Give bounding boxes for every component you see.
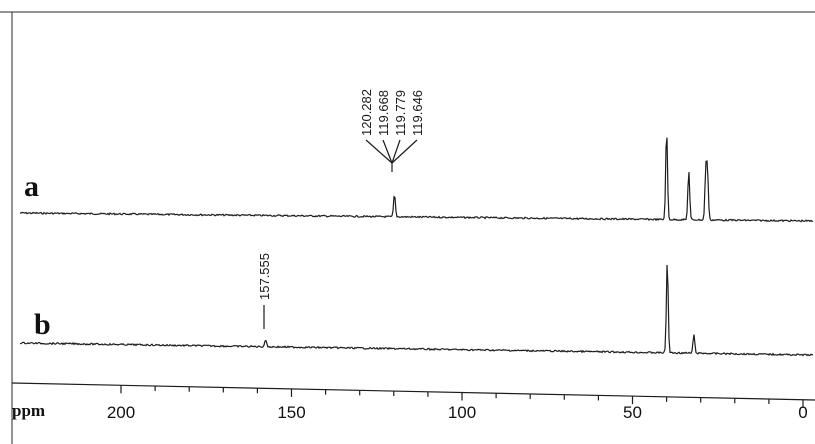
spectrum-a-trace [19, 137, 814, 223]
peak-label-a-4: 119.646 [410, 90, 425, 136]
x-tick-label: 150 [277, 403, 305, 422]
peak-label-a-1: 120.282 [359, 89, 374, 136]
annotation-a-leader-3 [391, 139, 401, 164]
annotation-a-leader-2 [382, 139, 393, 164]
x-axis: ppm 200 150 100 50 0 [11, 382, 815, 422]
x-tick-label: 0 [798, 403, 807, 422]
spectrum-a-label: a [24, 170, 39, 203]
spectrum-b-label: b [34, 308, 51, 341]
x-tick-label: 100 [448, 403, 476, 422]
spectrum-b-peak-annotation: 157.555 [257, 253, 272, 329]
peak-label-a-2: 119.668 [376, 90, 391, 136]
peak-label-a-3: 119.779 [393, 90, 408, 136]
x-tick-label: 200 [107, 403, 135, 422]
annotation-a-leader-4 [391, 139, 418, 164]
x-tick-label: 50 [623, 403, 642, 422]
annotation-a-leader-1 [365, 139, 393, 164]
spectrum-a-peak-annotation: 120.282 119.668 119.779 119.646 [359, 89, 425, 172]
x-axis-line [11, 382, 815, 401]
spectrum-b-trace [19, 264, 814, 357]
x-axis-unit-label: ppm [12, 401, 45, 420]
peak-label-b-1: 157.555 [257, 253, 272, 300]
